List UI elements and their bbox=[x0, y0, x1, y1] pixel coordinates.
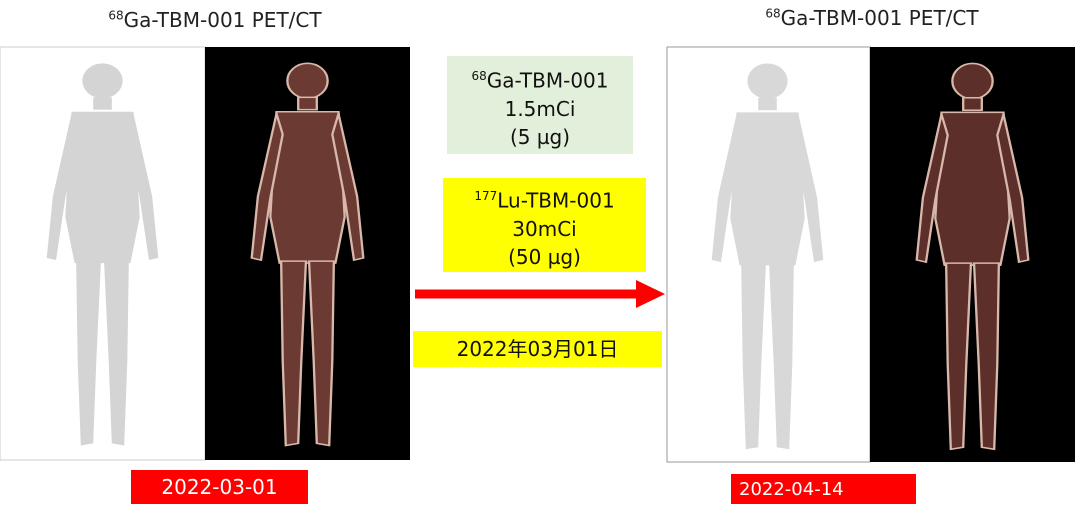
activity: 1.5mCi bbox=[504, 96, 576, 121]
right-title: 68Ga-TBM-001 PET/CT bbox=[697, 6, 1047, 30]
name: Ga-TBM-001 bbox=[486, 68, 609, 93]
superscript: 68 bbox=[108, 8, 124, 23]
activity: 30mCi bbox=[512, 216, 577, 241]
dose-box: 177Lu-TBM-001 30mCi (50 µg) bbox=[443, 178, 646, 272]
scan-date: 2022-03-01 bbox=[131, 470, 308, 504]
arrow-head bbox=[636, 280, 665, 308]
dose-box: 68Ga-TBM-001 1.5mCi (5 µg) bbox=[447, 56, 633, 154]
treatment-date: 2022年03月01日 bbox=[413, 331, 662, 367]
title-text: Ga-TBM-001 PET/CT bbox=[123, 8, 322, 32]
dose-name: 68Ga-TBM-001 bbox=[447, 62, 633, 95]
superscript: 68 bbox=[471, 69, 487, 83]
mass: (50 µg) bbox=[508, 244, 581, 269]
mass: (5 µg) bbox=[509, 124, 571, 149]
dose-name: 177Lu-TBM-001 bbox=[443, 182, 646, 215]
superscript: 177 bbox=[474, 189, 498, 203]
scan-date: 2022-04-14 bbox=[731, 474, 916, 504]
title-text: Ga-TBM-001 PET/CT bbox=[780, 6, 979, 30]
name: Lu-TBM-001 bbox=[497, 188, 615, 213]
superscript: 68 bbox=[765, 6, 781, 21]
left-title: 68Ga-TBM-001 PET/CT bbox=[40, 8, 390, 32]
